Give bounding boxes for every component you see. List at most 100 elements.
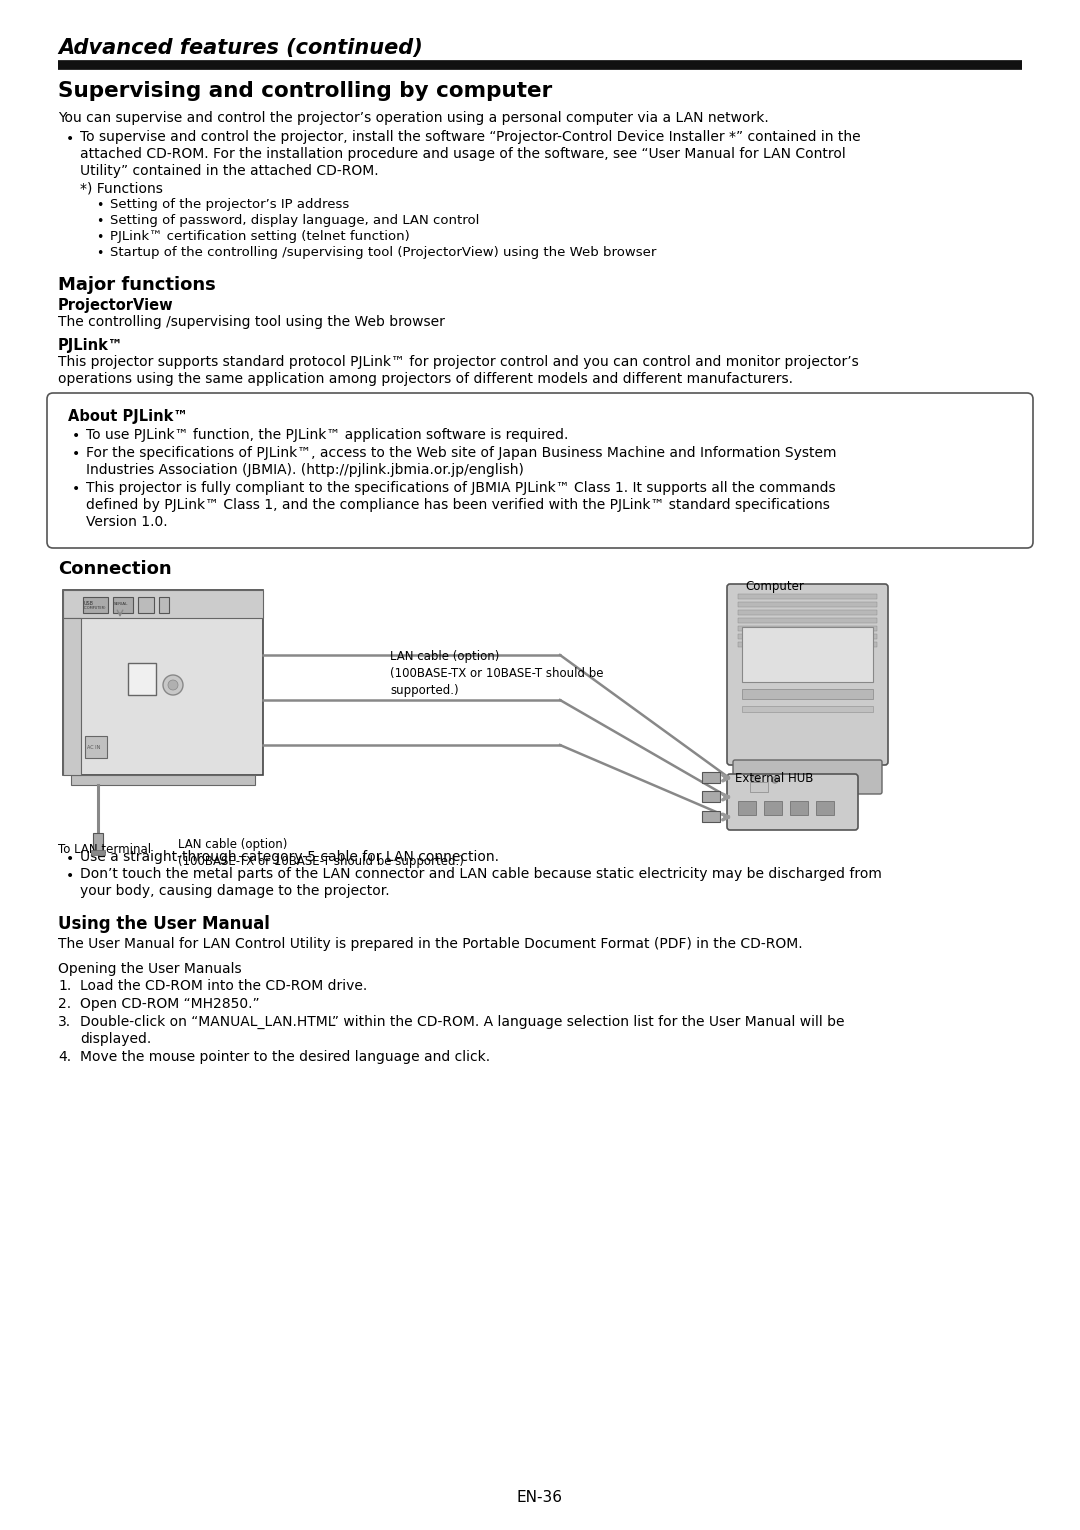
Bar: [750, 782, 768, 793]
Text: EN-36: EN-36: [517, 1490, 563, 1506]
Text: The controlling /supervising tool using the Web browser: The controlling /supervising tool using …: [58, 315, 445, 329]
Text: •: •: [66, 132, 75, 145]
Text: displayed.: displayed.: [80, 1033, 151, 1047]
Text: •: •: [72, 482, 80, 496]
Bar: [789, 802, 808, 815]
Bar: [738, 802, 756, 815]
Bar: [91, 851, 105, 855]
Bar: [93, 832, 103, 851]
Text: To use PJLink™ function, the PJLink™ application software is required.: To use PJLink™ function, the PJLink™ app…: [86, 428, 568, 442]
Text: SERIAL: SERIAL: [114, 601, 129, 606]
FancyBboxPatch shape: [727, 584, 888, 765]
Bar: [738, 601, 877, 607]
Text: •: •: [72, 447, 80, 461]
Bar: [702, 791, 720, 802]
Text: operations using the same application among projectors of different models and d: operations using the same application am…: [58, 372, 793, 386]
Text: This projector supports standard protocol PJLink™ for projector control and you : This projector supports standard protoco…: [58, 355, 859, 369]
Text: This projector is fully compliant to the specifications of JBMIA PJLink™ Class 1: This projector is fully compliant to the…: [86, 480, 836, 496]
Text: •: •: [96, 199, 104, 213]
Text: •: •: [72, 428, 80, 444]
Text: Setting of password, display language, and LAN control: Setting of password, display language, a…: [110, 214, 480, 226]
Bar: [113, 597, 133, 614]
Text: LAN cable (option): LAN cable (option): [390, 650, 499, 662]
Bar: [764, 802, 782, 815]
Circle shape: [163, 675, 183, 695]
Text: Industries Association (JBMIA). (http://pjlink.jbmia.or.jp/english): Industries Association (JBMIA). (http://…: [86, 464, 524, 477]
Text: Using the User Manual: Using the User Manual: [58, 915, 270, 933]
Text: For the specifications of PJLink™, access to the Web site of Japan Business Mach: For the specifications of PJLink™, acces…: [86, 447, 837, 461]
Text: •: •: [96, 231, 104, 243]
Text: Connection: Connection: [58, 560, 172, 578]
Bar: [83, 597, 108, 614]
Bar: [138, 597, 154, 614]
Text: •: •: [96, 216, 104, 228]
Text: LAN cable (option): LAN cable (option): [178, 838, 287, 851]
Text: your body, causing damage to the projector.: your body, causing damage to the project…: [80, 884, 390, 898]
Text: Version 1.0.: Version 1.0.: [86, 516, 167, 529]
Bar: [129, 662, 156, 695]
Text: *) Functions: *) Functions: [80, 181, 163, 194]
Circle shape: [168, 679, 178, 690]
Circle shape: [751, 776, 759, 783]
Text: attached CD-ROM. For the installation procedure and usage of the software, see “: attached CD-ROM. For the installation pr…: [80, 147, 846, 161]
Text: (100BASE-TX or 10BASE-T should be supported.): (100BASE-TX or 10BASE-T should be suppor…: [178, 855, 464, 868]
Bar: [738, 643, 877, 647]
Text: 2.: 2.: [58, 998, 71, 1011]
Text: Utility” contained in the attached CD-ROM.: Utility” contained in the attached CD-RO…: [80, 164, 379, 177]
Text: Open CD-ROM “MH2850.”: Open CD-ROM “MH2850.”: [80, 998, 259, 1011]
Text: PJLink™: PJLink™: [58, 338, 123, 353]
FancyBboxPatch shape: [727, 774, 858, 829]
Text: About PJLink™: About PJLink™: [68, 409, 188, 424]
Text: Advanced features (continued): Advanced features (continued): [58, 38, 422, 58]
Text: Use a straight-through category-5 cable for LAN connection.: Use a straight-through category-5 cable …: [80, 851, 499, 864]
Bar: [738, 610, 877, 615]
Text: To LAN terminal: To LAN terminal: [58, 843, 151, 855]
Text: You can supervise and control the projector’s operation using a personal compute: You can supervise and control the projec…: [58, 112, 769, 125]
FancyBboxPatch shape: [63, 591, 264, 776]
Bar: [738, 618, 877, 623]
Bar: [738, 594, 877, 600]
Text: Major functions: Major functions: [58, 275, 216, 294]
Text: (COMPUTER): (COMPUTER): [84, 606, 107, 610]
Bar: [742, 705, 873, 711]
Text: Startup of the controlling /supervising tool (ProjectorView) using the Web brows: Startup of the controlling /supervising …: [110, 246, 657, 259]
Text: •: •: [66, 852, 75, 866]
Bar: [738, 626, 877, 630]
FancyBboxPatch shape: [48, 393, 1032, 548]
Text: 1.: 1.: [58, 979, 71, 993]
Text: AC IN: AC IN: [87, 745, 100, 750]
Text: •: •: [66, 869, 75, 883]
Text: Supervising and controlling by computer: Supervising and controlling by computer: [58, 81, 552, 101]
Bar: [71, 776, 255, 785]
Bar: [702, 811, 720, 822]
Text: External HUB: External HUB: [735, 773, 813, 785]
Text: PJLink™ certification setting (telnet function): PJLink™ certification setting (telnet fu…: [110, 230, 409, 243]
Bar: [742, 627, 873, 682]
Text: USB: USB: [84, 601, 94, 606]
Bar: [63, 618, 81, 776]
Text: supported.): supported.): [390, 684, 459, 698]
Bar: [702, 773, 720, 783]
Text: Setting of the projector’s IP address: Setting of the projector’s IP address: [110, 197, 349, 211]
Text: Double-click on “MANUAL_LAN.HTML” within the CD-ROM. A language selection list f: Double-click on “MANUAL_LAN.HTML” within…: [80, 1014, 845, 1030]
Text: To supervise and control the projector, install the software “Projector-Control : To supervise and control the projector, …: [80, 130, 861, 144]
Bar: [85, 736, 107, 757]
Text: defined by PJLink™ Class 1, and the compliance has been verified with the PJLink: defined by PJLink™ Class 1, and the comp…: [86, 497, 829, 513]
Text: (100BASE-TX or 10BASE-T should be: (100BASE-TX or 10BASE-T should be: [390, 667, 604, 679]
Text: •: •: [96, 246, 104, 260]
Bar: [742, 688, 873, 699]
Text: ProjectorView: ProjectorView: [58, 298, 174, 314]
Text: Opening the User Manuals: Opening the User Manuals: [58, 962, 242, 976]
Text: Load the CD-ROM into the CD-ROM drive.: Load the CD-ROM into the CD-ROM drive.: [80, 979, 367, 993]
Text: Move the mouse pointer to the desired language and click.: Move the mouse pointer to the desired la…: [80, 1050, 490, 1063]
Bar: [159, 597, 168, 614]
Bar: [816, 802, 834, 815]
Circle shape: [772, 777, 778, 783]
Text: The User Manual for LAN Control Utility is prepared in the Portable Document For: The User Manual for LAN Control Utility …: [58, 936, 802, 952]
Text: 4.: 4.: [58, 1050, 71, 1063]
FancyBboxPatch shape: [733, 760, 882, 794]
Text: Computer: Computer: [745, 580, 804, 594]
Text: Don’t touch the metal parts of the LAN connector and LAN cable because static el: Don’t touch the metal parts of the LAN c…: [80, 868, 882, 881]
Bar: [738, 633, 877, 640]
Text: 3.: 3.: [58, 1014, 71, 1030]
